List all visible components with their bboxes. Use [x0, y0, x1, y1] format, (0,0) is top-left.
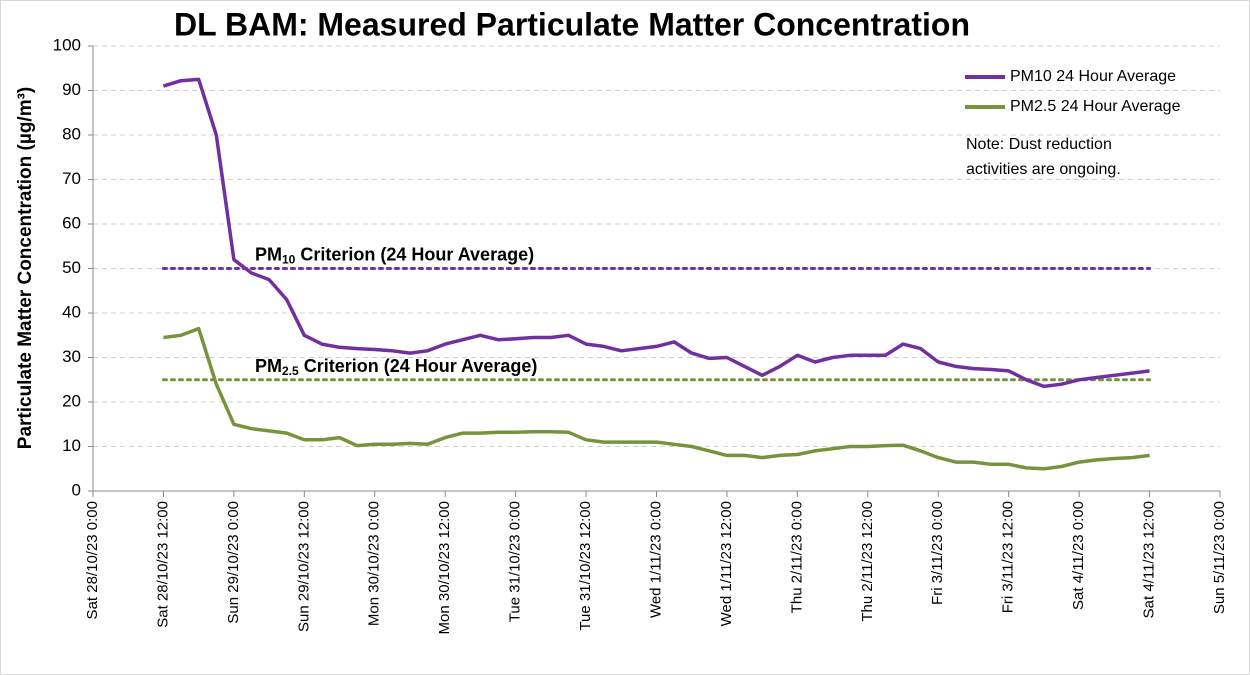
criterion-suffix: Criterion (24 Hour Average) [295, 244, 534, 264]
criterion-label: PM2.5 Criterion (24 Hour Average) [255, 356, 537, 378]
legend-label: PM2.5 24 Hour Average [1010, 98, 1181, 115]
y-tick-label: 50 [62, 258, 81, 277]
x-tick-label: Fri 3/11/23 12:00 [1000, 501, 1017, 613]
x-tick-label: Mon 30/10/23 0:00 [366, 501, 383, 626]
y-tick-label: 0 [72, 480, 81, 499]
x-tick-label: Sat 4/11/23 0:00 [1070, 501, 1087, 610]
x-tick-label: Sun 29/10/23 12:00 [295, 501, 312, 632]
y-tick-label: 70 [62, 169, 81, 188]
criterion-suffix: Criterion (24 Hour Average) [299, 356, 538, 376]
criterion-prefix: PM [255, 356, 282, 376]
criterion-subscript: 10 [282, 253, 296, 267]
y-axis-label: Particulate Matter Concentration (µg/m³) [15, 87, 36, 449]
criterion-label: PM10 Criterion (24 Hour Average) [255, 244, 534, 266]
y-tick-label: 30 [62, 347, 81, 366]
y-tick-label: 10 [62, 436, 81, 455]
x-tick-label: Sat 4/11/23 12:00 [1141, 501, 1158, 618]
chart-title: DL BAM: Measured Particulate Matter Conc… [174, 6, 970, 42]
note-line: activities are ongoing. [966, 161, 1121, 178]
x-tick-label: Thu 2/11/23 0:00 [788, 501, 805, 613]
x-tick-label: Wed 1/11/23 0:00 [647, 501, 664, 618]
data-line [162, 77, 1150, 389]
x-tick-label: Thu 2/11/23 12:00 [859, 501, 876, 622]
x-tick-label: Sat 28/10/23 0:00 [84, 501, 101, 619]
y-tick-label: 40 [62, 302, 81, 321]
x-tick-label: Mon 30/10/23 12:00 [436, 501, 453, 634]
y-tick-label: 100 [53, 35, 81, 54]
x-tick-label: Tue 31/10/23 0:00 [507, 501, 524, 622]
x-tick-label: Tue 31/10/23 12:00 [577, 501, 594, 631]
y-tick-label: 80 [62, 124, 81, 143]
y-tick-label: 60 [62, 213, 81, 232]
note-line: Note: Dust reduction [966, 136, 1112, 153]
data-line [163, 326, 1150, 471]
x-tick-label: Sat 28/10/23 12:00 [154, 501, 171, 628]
legend-label: PM10 24 Hour Average [1010, 68, 1176, 85]
criterion-prefix: PM [255, 244, 282, 264]
y-tick-label: 90 [62, 80, 81, 99]
x-tick-label: Fri 3/11/23 0:00 [929, 501, 946, 605]
x-tick-label: Sun 5/11/23 0:00 [1211, 501, 1228, 614]
y-tick-label: 20 [62, 391, 81, 410]
x-tick-label: Sun 29/10/23 0:00 [225, 501, 242, 624]
x-tick-label: Wed 1/11/23 12:00 [718, 501, 735, 626]
criterion-subscript: 2.5 [282, 364, 299, 378]
